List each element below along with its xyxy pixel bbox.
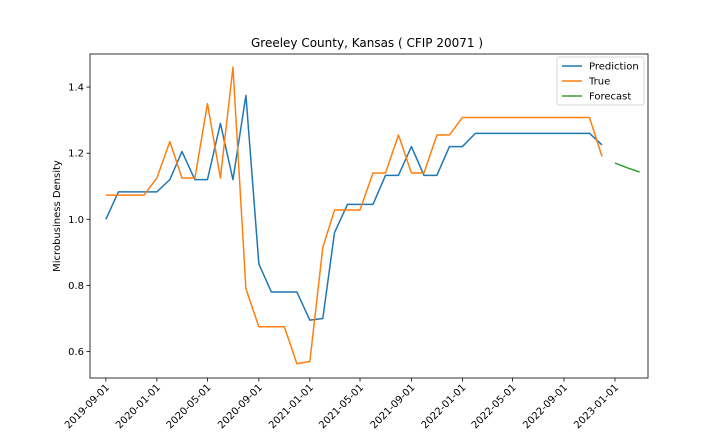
legend-box	[556, 56, 645, 106]
series-line-forecast	[614, 162, 640, 173]
y-tick-label: 0.6	[68, 347, 84, 358]
legend-label-true: True	[588, 77, 610, 88]
series-layer	[105, 66, 640, 365]
y-tick-label: 0.8	[68, 281, 84, 292]
y-tick-label: 1.4	[68, 83, 84, 94]
series-line-prediction	[105, 94, 603, 321]
legend: Prediction True Forecast	[556, 56, 645, 106]
y-axis-label: Microbusiness Density	[52, 160, 63, 272]
plot-frame	[89, 53, 649, 379]
chart-title: Greeley County, Kansas ( CFIP 20071 )	[251, 36, 483, 50]
y-tick-label: 1.0	[68, 215, 84, 226]
plot-area	[90, 54, 648, 378]
legend-label-prediction: Prediction	[589, 62, 639, 73]
plot-background	[90, 54, 648, 378]
legend-label-forecast: Forecast	[589, 92, 631, 103]
y-tick-label: 1.2	[68, 149, 84, 160]
series-line-true	[105, 66, 603, 365]
